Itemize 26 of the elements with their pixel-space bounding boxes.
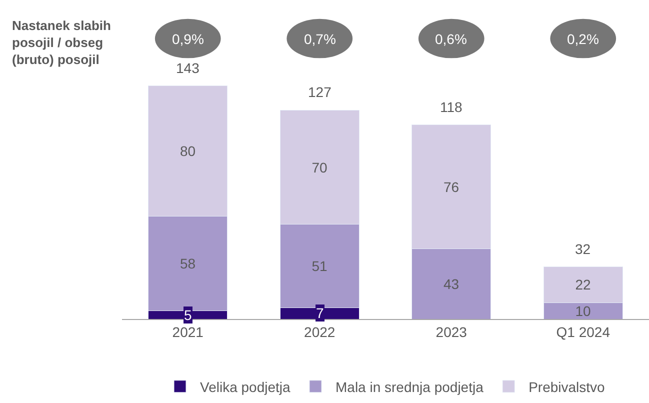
legend-label: Mala in srednja podjetja bbox=[336, 378, 484, 395]
x-tick-label: 2023 bbox=[436, 324, 468, 340]
total-label: 127 bbox=[308, 84, 332, 100]
data-label: 22 bbox=[575, 276, 592, 293]
legend-label: Prebivalstvo bbox=[528, 378, 606, 395]
x-tick-label: 2021 bbox=[172, 324, 204, 340]
legend-label: Velika podjetja bbox=[200, 378, 291, 395]
text: 0,7% bbox=[304, 31, 336, 47]
text: 0,6% bbox=[435, 31, 467, 47]
data-label: 43 bbox=[443, 276, 460, 292]
x-tick-label: 2022 bbox=[304, 324, 336, 340]
total-label: 32 bbox=[575, 241, 591, 257]
data-label: 7 bbox=[316, 305, 324, 321]
text: 0,9% bbox=[172, 31, 204, 47]
text: 0,2% bbox=[567, 31, 599, 47]
text: Nastanek slabih posojil / obseg (bruto) posojil bbox=[12, 18, 112, 67]
data-label: 5 bbox=[184, 307, 192, 323]
data-label: 70 bbox=[312, 159, 328, 176]
data-label: 10 bbox=[575, 302, 592, 319]
data-label: 58 bbox=[180, 256, 196, 272]
total-label: 118 bbox=[440, 99, 463, 115]
data-label: 51 bbox=[312, 258, 328, 274]
data-label: 76 bbox=[443, 178, 460, 195]
x-tick-label: Q1 2024 bbox=[556, 324, 610, 340]
data-label: 80 bbox=[180, 142, 196, 159]
total-label: 143 bbox=[176, 60, 200, 76]
